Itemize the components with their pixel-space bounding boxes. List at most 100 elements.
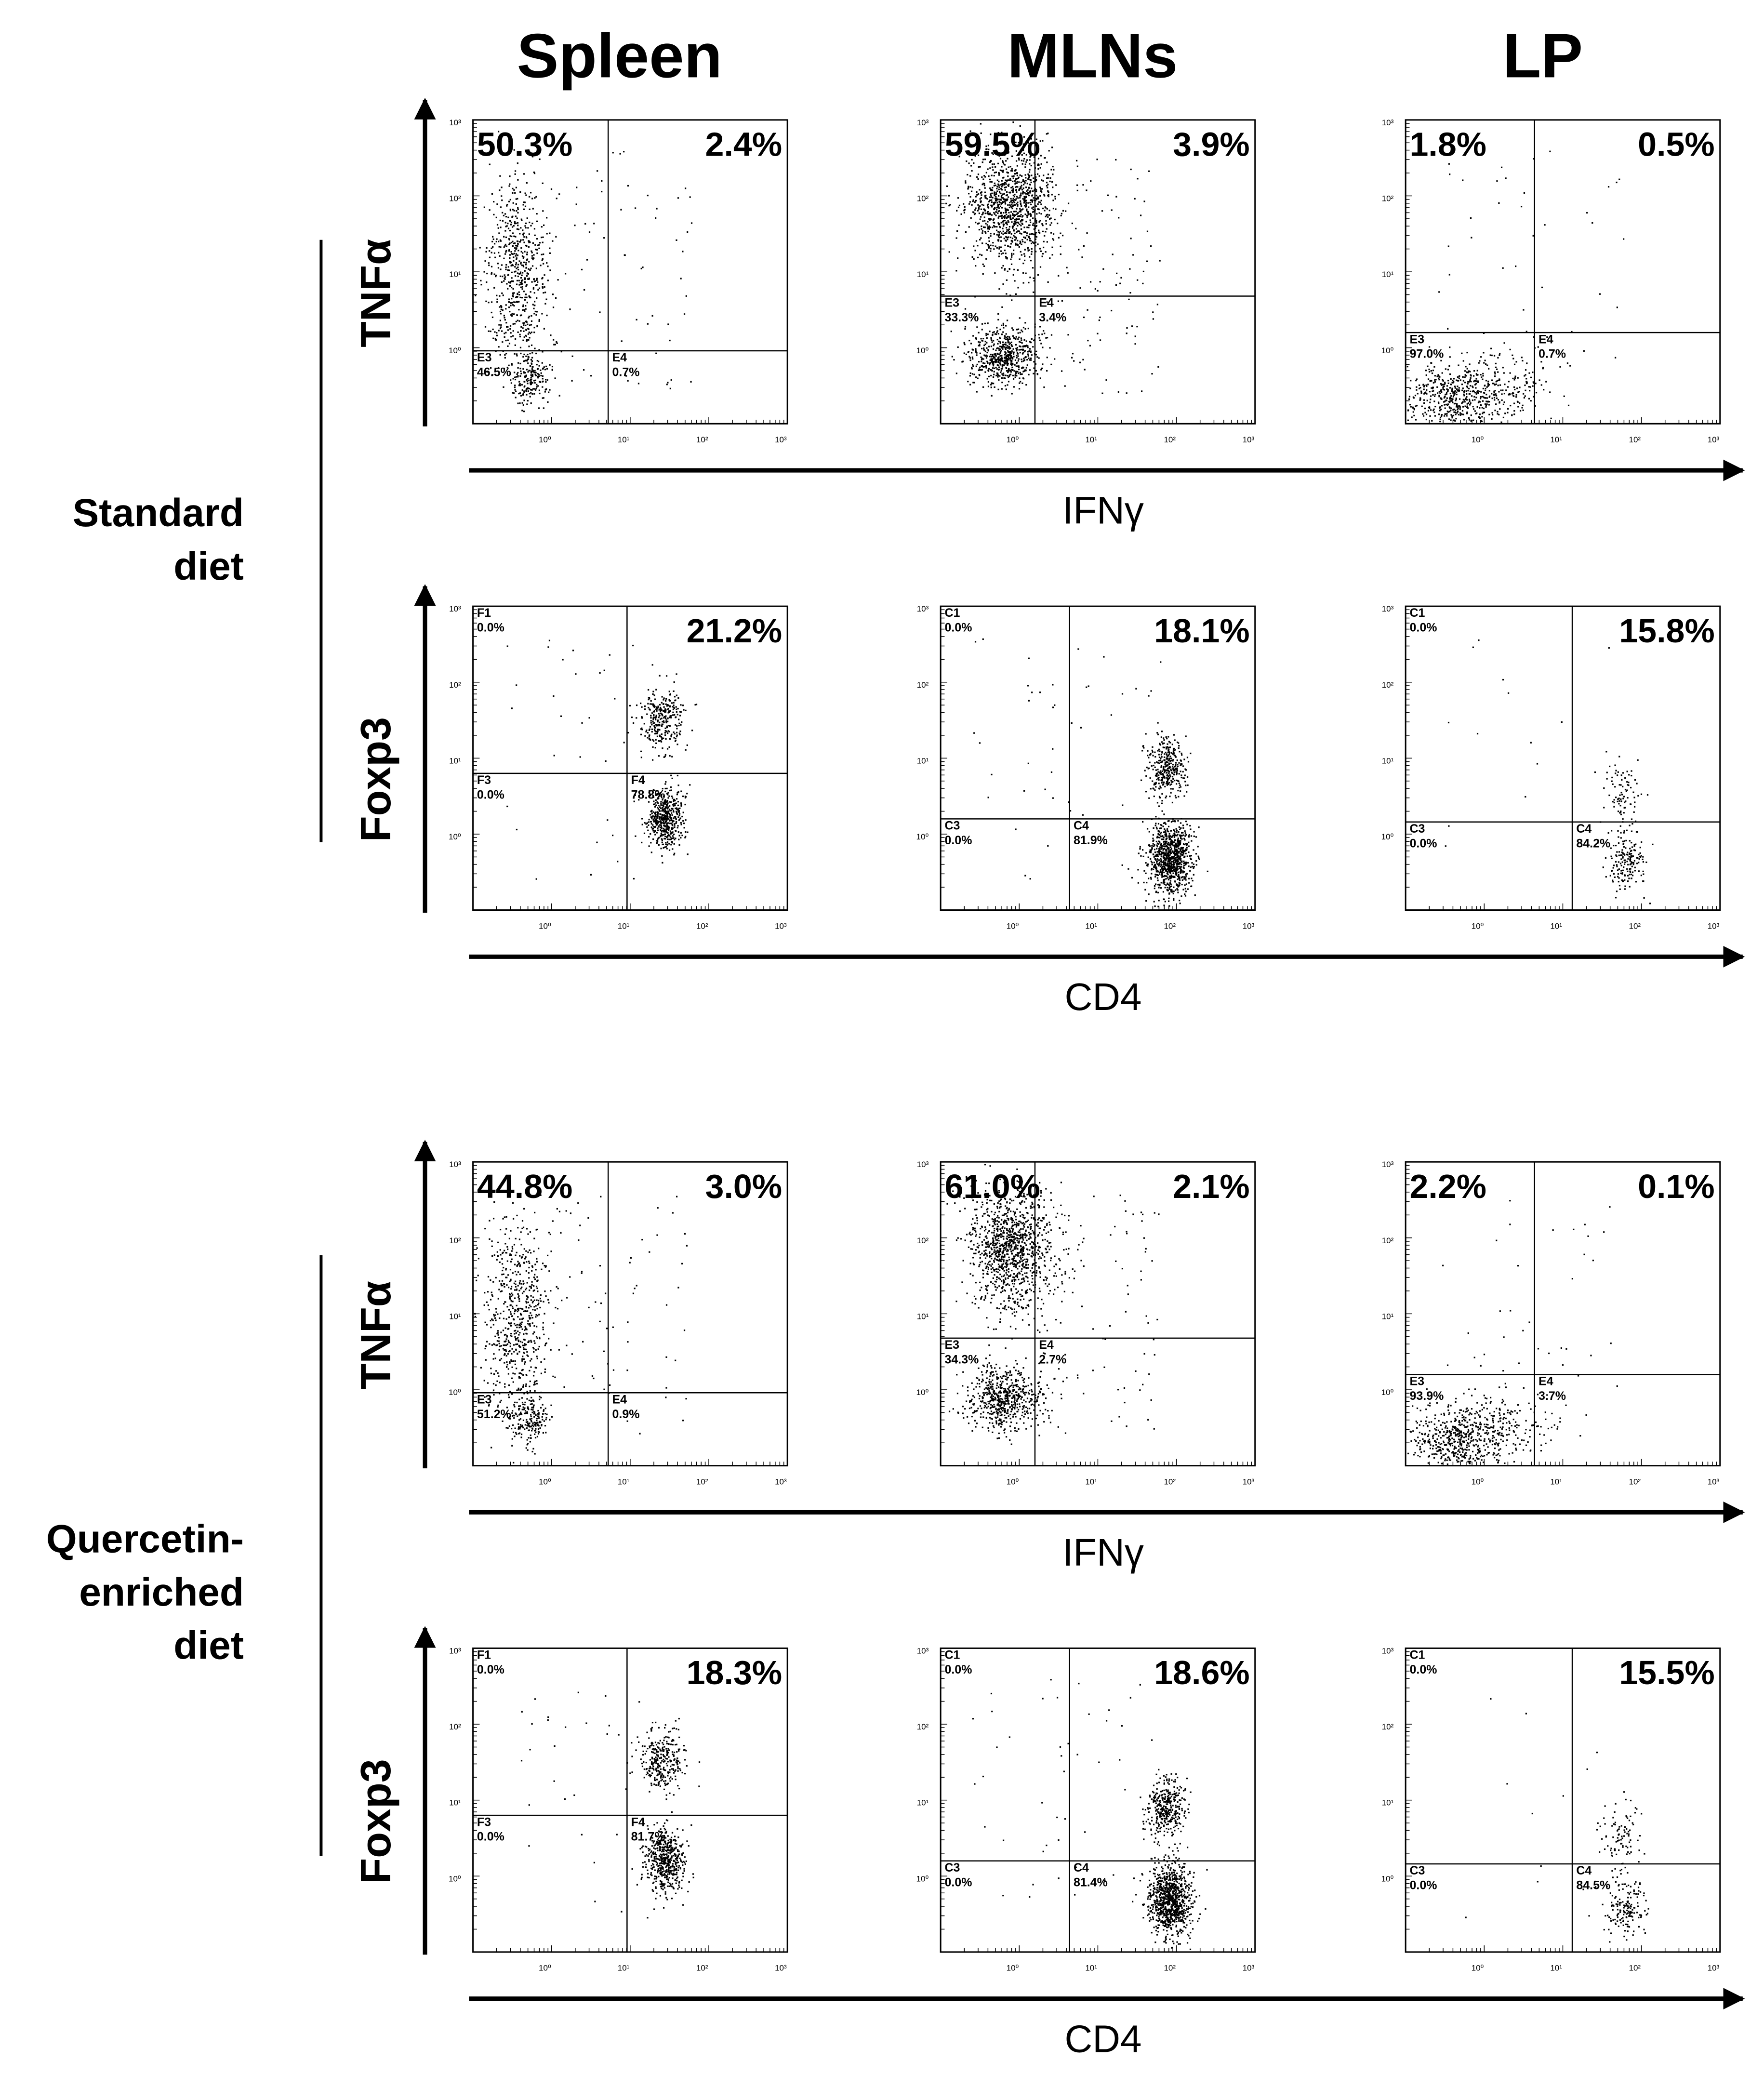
data-point (1023, 136, 1025, 138)
data-point (1464, 382, 1466, 384)
data-point (668, 812, 670, 814)
data-point (1445, 399, 1447, 401)
data-point (1163, 781, 1165, 783)
data-point (679, 817, 681, 819)
data-point (1024, 328, 1026, 330)
data-point (680, 704, 682, 706)
data-point (1004, 354, 1006, 356)
data-point (1470, 420, 1472, 422)
data-point (1087, 340, 1089, 342)
data-point (491, 266, 493, 267)
data-point (650, 795, 651, 797)
data-point (663, 703, 664, 705)
data-point (968, 186, 969, 187)
data-point (957, 257, 959, 259)
data-point (531, 281, 533, 283)
data-point (510, 305, 512, 306)
data-point (655, 794, 657, 796)
data-point (655, 689, 657, 691)
data-point (1018, 142, 1020, 144)
data-point (1173, 749, 1175, 752)
data-point (533, 332, 535, 333)
data-point (1035, 189, 1037, 191)
data-point (1011, 175, 1013, 177)
data-point (503, 368, 505, 370)
data-point (989, 187, 991, 189)
data-point (1427, 365, 1429, 367)
data-point (1529, 390, 1531, 392)
data-point (533, 372, 535, 373)
data-point (673, 811, 675, 813)
data-point (1023, 196, 1025, 198)
data-point (673, 837, 675, 839)
data-point (1030, 165, 1032, 167)
data-point (537, 377, 539, 379)
data-point (1024, 255, 1026, 257)
data-point (1023, 358, 1025, 359)
data-point (664, 822, 666, 824)
data-point (1012, 180, 1014, 183)
data-point (690, 222, 693, 224)
data-point (1466, 405, 1468, 407)
data-point (990, 337, 992, 339)
data-point (979, 352, 981, 354)
data-point (998, 181, 1000, 183)
data-point (1029, 233, 1031, 235)
data-point (1017, 177, 1020, 179)
data-point (649, 790, 650, 792)
data-point (1005, 356, 1007, 358)
data-point (648, 699, 650, 701)
data-point (676, 731, 678, 733)
data-point (1153, 784, 1155, 786)
data-point (982, 220, 984, 222)
data-point (506, 225, 508, 227)
data-point (1535, 392, 1538, 394)
data-point (981, 213, 983, 216)
data-point (521, 279, 524, 281)
data-point (1615, 357, 1617, 359)
quadrant-upper-right-percent: 21.2% (687, 612, 782, 650)
data-point (975, 376, 977, 378)
data-point (1473, 370, 1475, 372)
data-point (1017, 225, 1019, 227)
data-point (659, 816, 661, 818)
data-point (500, 206, 502, 208)
data-point (658, 715, 661, 717)
data-point (1006, 346, 1008, 348)
data-point (989, 199, 991, 201)
data-point (993, 363, 995, 365)
data-point (1159, 770, 1162, 772)
data-point (1599, 293, 1601, 295)
data-point (514, 372, 516, 373)
data-point (673, 707, 675, 709)
y-tick-label: 10¹ (917, 270, 929, 279)
data-point (511, 302, 513, 304)
data-point (663, 801, 666, 803)
data-point (650, 833, 651, 835)
data-point (983, 345, 985, 346)
data-point (650, 816, 652, 818)
data-point (1142, 270, 1144, 273)
data-point (655, 790, 657, 792)
data-point (678, 818, 681, 820)
data-point (663, 710, 665, 712)
data-point (1452, 392, 1454, 394)
data-point (983, 183, 985, 185)
data-point (1167, 751, 1169, 753)
data-point (543, 224, 545, 226)
data-point (667, 812, 669, 814)
data-point (581, 268, 583, 271)
data-point (1460, 413, 1462, 415)
data-point (1029, 169, 1031, 171)
data-point (1487, 385, 1489, 387)
data-point (1082, 359, 1084, 360)
data-point (1607, 186, 1610, 188)
data-point (1064, 385, 1066, 387)
data-point (652, 691, 654, 692)
data-point (1419, 386, 1421, 389)
data-point (1537, 346, 1539, 348)
data-point (657, 719, 659, 721)
data-point (671, 824, 673, 825)
data-point (976, 191, 978, 193)
